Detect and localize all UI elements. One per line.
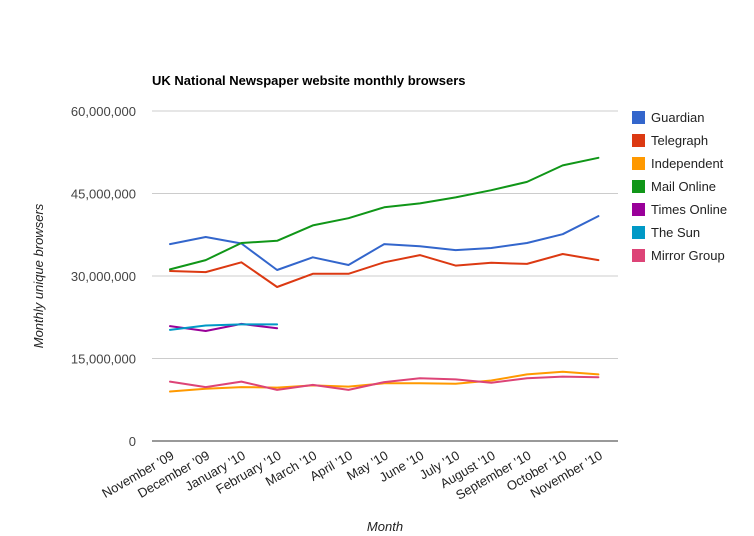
legend-label-independent: Independent xyxy=(651,156,724,171)
legend-label-guardian: Guardian xyxy=(651,110,704,125)
series-lines xyxy=(169,156,600,393)
legend-swatch-independent xyxy=(632,157,645,170)
legend-swatch-the-sun xyxy=(632,226,645,239)
gridlines xyxy=(152,110,618,442)
chart-title: UK National Newspaper website monthly br… xyxy=(152,73,466,88)
legend-label-the-sun: The Sun xyxy=(651,225,700,240)
legend-swatch-times-online xyxy=(632,203,645,216)
y-tick-label: 45,000,000 xyxy=(71,187,136,202)
y-tick-label: 60,000,000 xyxy=(71,104,136,119)
y-tick-label: 15,000,000 xyxy=(71,352,136,367)
y-axis-ticks: 0 15,000,000 30,000,000 45,000,000 60,000,00… xyxy=(71,104,136,449)
legend-label-mirror-group: Mirror Group xyxy=(651,248,725,263)
series-line-telegraph xyxy=(169,253,600,288)
legend-swatch-telegraph xyxy=(632,134,645,147)
y-tick-label: 30,000,000 xyxy=(71,269,136,284)
x-axis-title: Month xyxy=(367,519,403,534)
series-line-independent xyxy=(169,370,600,393)
y-axis-title: Monthly unique browsers xyxy=(31,203,46,348)
y-tick-label: 0 xyxy=(129,434,136,449)
series-line-mirror-group xyxy=(169,375,600,391)
legend-swatch-guardian xyxy=(632,111,645,124)
legend-label-telegraph: Telegraph xyxy=(651,133,708,148)
series-line-the-sun xyxy=(169,323,279,331)
legend-swatch-mail-online xyxy=(632,180,645,193)
legend-label-times-online: Times Online xyxy=(651,202,727,217)
legend: Guardian Telegraph Independent Mail Online T… xyxy=(632,110,727,263)
legend-label-mail-online: Mail Online xyxy=(651,179,716,194)
series-line-mail-online xyxy=(169,156,600,271)
legend-swatch-mirror-group xyxy=(632,249,645,262)
